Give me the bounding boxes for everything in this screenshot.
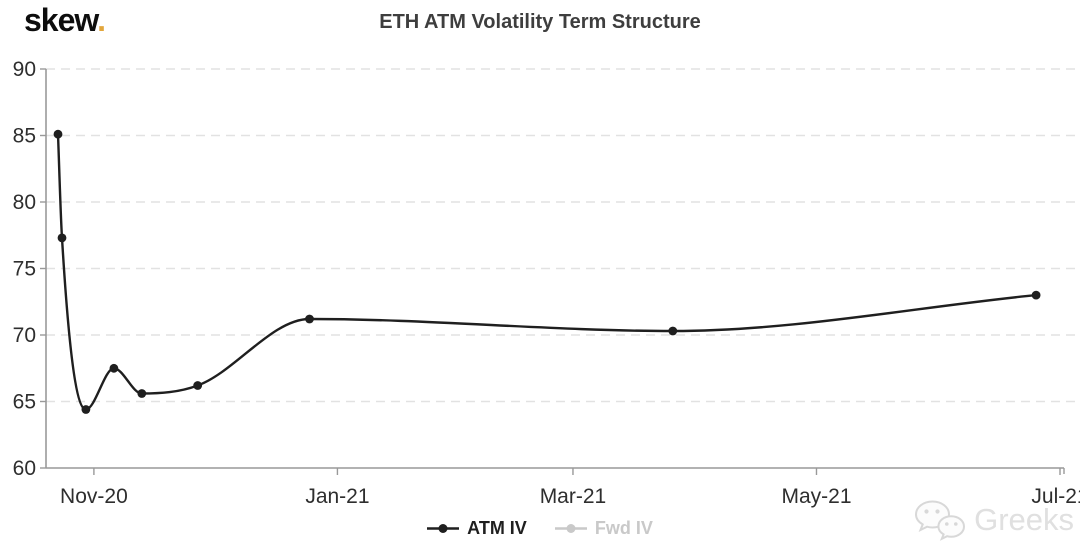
y-axis-label: 75 bbox=[13, 258, 36, 281]
legend-label-fwd-iv: Fwd IV bbox=[594, 518, 653, 538]
x-axis-label: Mar-21 bbox=[540, 485, 607, 508]
y-axis-label: 80 bbox=[13, 191, 36, 214]
skew-logo: skew. bbox=[24, 2, 106, 39]
chart-legend: ATM IV Fwd IV bbox=[0, 518, 1080, 539]
atm-iv-legend-marker bbox=[427, 524, 460, 533]
y-axis-label: 90 bbox=[13, 58, 36, 81]
x-axis-label: Jan-21 bbox=[305, 485, 369, 508]
legend-item-atm-iv[interactable]: ATM IV bbox=[427, 518, 527, 539]
skew-logo-text: skew bbox=[24, 2, 98, 38]
fwd-iv-legend-marker bbox=[554, 524, 587, 533]
data-point[interactable] bbox=[109, 363, 119, 373]
data-point[interactable] bbox=[305, 314, 314, 324]
x-axis-label: Nov-20 bbox=[60, 485, 128, 508]
data-point[interactable] bbox=[57, 233, 67, 243]
data-point[interactable] bbox=[53, 129, 63, 139]
legend-item-fwd-iv[interactable]: Fwd IV bbox=[554, 518, 653, 539]
greeks-watermark: Greeks bbox=[912, 499, 1074, 541]
wechat-icon bbox=[915, 500, 966, 541]
data-point[interactable] bbox=[668, 326, 678, 336]
data-point[interactable] bbox=[137, 389, 147, 398]
legend-label-atm-iv: ATM IV bbox=[467, 518, 527, 538]
data-point[interactable] bbox=[1031, 290, 1041, 300]
x-axis-label: Jul-21 bbox=[1031, 485, 1080, 508]
y-axis-label: 60 bbox=[13, 457, 36, 480]
y-axis-label: 85 bbox=[13, 125, 36, 148]
skew-logo-dot: . bbox=[97, 2, 106, 38]
y-axis-label: 70 bbox=[13, 324, 36, 347]
greeks-watermark-label: Greeks bbox=[974, 502, 1074, 537]
data-point[interactable] bbox=[81, 405, 91, 414]
data-point[interactable] bbox=[193, 381, 203, 390]
series-line-atm-iv bbox=[56, 133, 1038, 411]
y-axis-label: 65 bbox=[13, 391, 36, 414]
x-axis-label: May-21 bbox=[781, 485, 851, 508]
chart-title: ETH ATM Volatility Term Structure bbox=[379, 11, 701, 33]
